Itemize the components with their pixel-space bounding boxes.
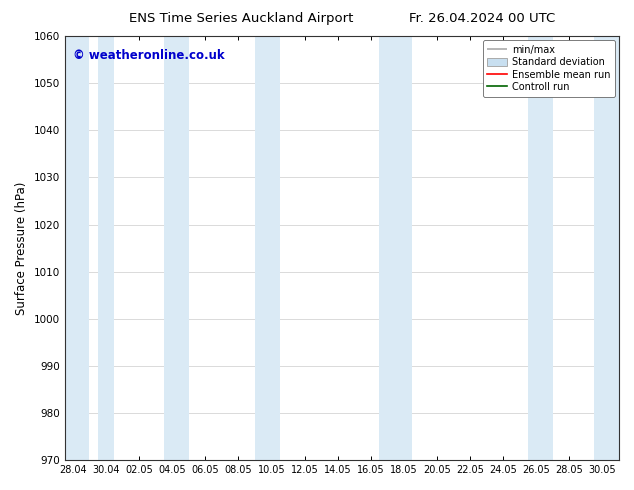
Bar [65,36,89,460]
Bar [164,36,189,460]
Bar [255,36,280,460]
Text: Fr. 26.04.2024 00 UTC: Fr. 26.04.2024 00 UTC [409,12,555,25]
Text: ENS Time Series Auckland Airport: ENS Time Series Auckland Airport [129,12,353,25]
Text: © weatheronline.co.uk: © weatheronline.co.uk [73,49,224,62]
Y-axis label: Surface Pressure (hPa): Surface Pressure (hPa) [15,181,28,315]
Bar [528,36,553,460]
Bar [98,36,114,460]
Bar [594,36,619,460]
Legend: min/max, Standard deviation, Ensemble mean run, Controll run: min/max, Standard deviation, Ensemble me… [482,40,615,97]
Bar [379,36,412,460]
